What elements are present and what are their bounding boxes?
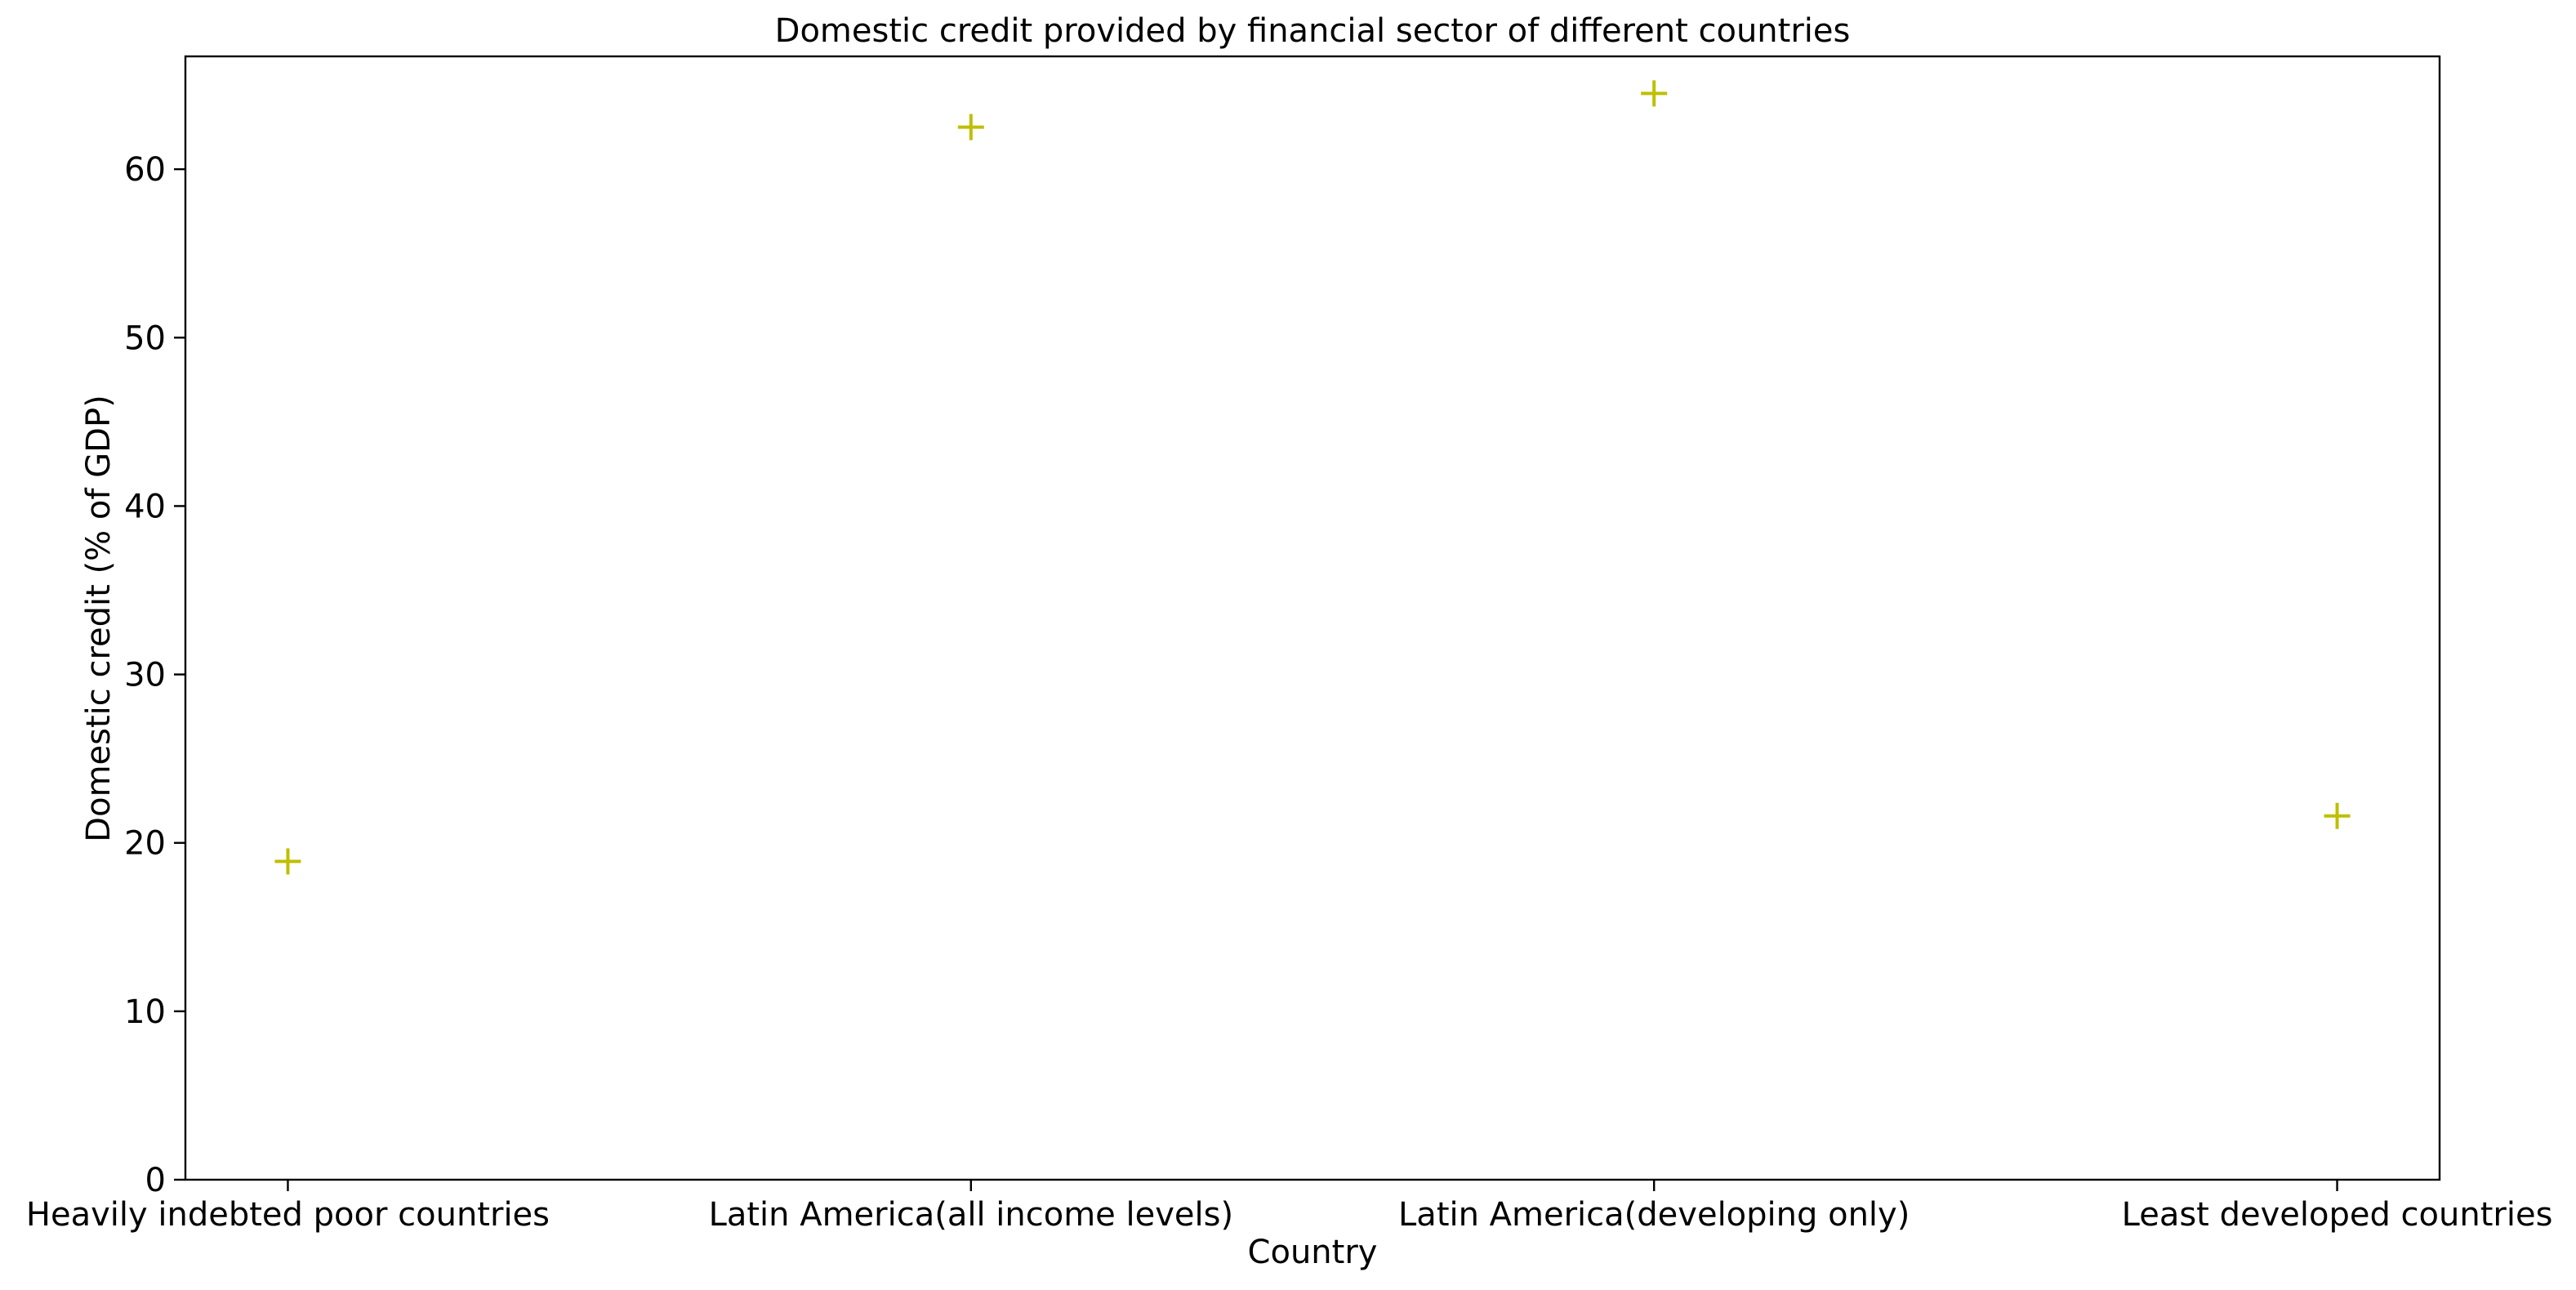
data-point [2324,802,2351,829]
x-tick-label: Latin America(developing only) [1398,1196,1910,1234]
x-axis-title: Country [1248,1234,1378,1271]
y-tick-label: 50 [124,319,166,357]
data-point [957,114,984,141]
y-tick-label: 10 [124,993,166,1031]
data-points [274,80,2351,875]
x-tick-label: Latin America(all income levels) [709,1196,1234,1234]
y-tick-label: 30 [124,657,166,694]
plot-area [184,55,2441,1181]
data-point [1641,80,1668,107]
data-point [274,848,301,875]
y-axis: 0 10 20 30 40 50 60 [124,151,185,1199]
y-axis-title: Domestic credit (% of GDP) [80,395,118,841]
y-tick-label: 60 [124,151,166,189]
x-tick-label: Heavily indebted poor countries [26,1196,550,1234]
chart-title: Domestic credit provided by financial se… [775,12,1851,50]
x-tick-label: Least developed countries [2122,1196,2553,1234]
x-axis: Heavily indebted poor countries Latin Ame… [26,1180,2553,1234]
y-tick-label: 0 [145,1162,166,1199]
y-tick-label: 40 [124,488,166,525]
y-tick-label: 20 [124,825,166,863]
